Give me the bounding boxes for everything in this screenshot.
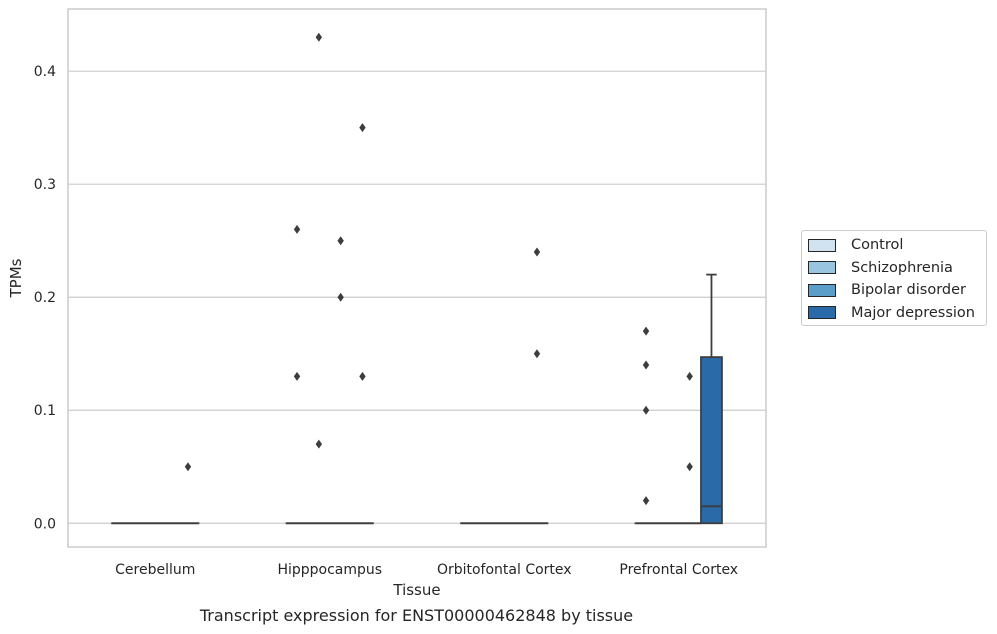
outlier-point — [533, 349, 541, 359]
outlier-point — [293, 371, 301, 381]
y-tick-label: 0.0 — [34, 516, 56, 532]
legend-item: Schizophrenia — [808, 258, 953, 278]
outlier-point — [315, 32, 323, 42]
outlier-point — [533, 247, 541, 257]
outlier-point — [359, 123, 366, 133]
outlier-point — [642, 496, 650, 506]
outlier-point — [686, 462, 693, 472]
x-tick-label: Hipppocampus — [277, 562, 382, 578]
y-axis-label: TPMs — [7, 258, 25, 298]
legend-swatch — [808, 306, 836, 319]
legend-item: Major depression — [808, 303, 975, 323]
chart-caption: Transcript expression for ENST0000046284… — [199, 606, 634, 625]
outlier-point — [293, 224, 301, 234]
legend-item: Bipolar disorder — [808, 280, 966, 300]
legend-swatch — [808, 283, 836, 297]
y-tick-label: 0.1 — [34, 403, 56, 419]
legend-label: Control — [851, 237, 904, 253]
outlier-point — [686, 371, 693, 381]
outlier-point — [337, 292, 344, 302]
outlier-point — [315, 439, 323, 449]
x-axis-label: Tissue — [392, 581, 440, 599]
legend: Control Schizophrenia Bipolar disorder Majo… — [801, 230, 987, 326]
legend-swatch — [808, 238, 836, 252]
y-tick-label: 0.2 — [34, 290, 56, 306]
legend-label: Bipolar disorder — [851, 282, 966, 298]
outlier-point — [337, 236, 344, 246]
x-tick-label: Orbitofontal Cortex — [437, 562, 572, 578]
x-tick-label: Cerebellum — [115, 562, 195, 578]
y-tick-label: 0.3 — [34, 177, 56, 193]
legend-label: Major depression — [851, 304, 975, 321]
outlier-point — [359, 371, 366, 381]
outlier-point — [642, 405, 650, 415]
legend-label: Schizophrenia — [851, 259, 953, 276]
x-tick-label: Prefrontal Cortex — [619, 562, 738, 578]
legend-item: Control — [808, 235, 903, 255]
plot-frame — [67, 8, 767, 548]
outlier-point — [642, 326, 650, 336]
box — [700, 356, 723, 525]
legend-swatch — [808, 261, 836, 274]
outlier-point — [184, 462, 192, 472]
outlier-point — [642, 360, 650, 370]
y-tick-label: 0.4 — [34, 64, 56, 80]
